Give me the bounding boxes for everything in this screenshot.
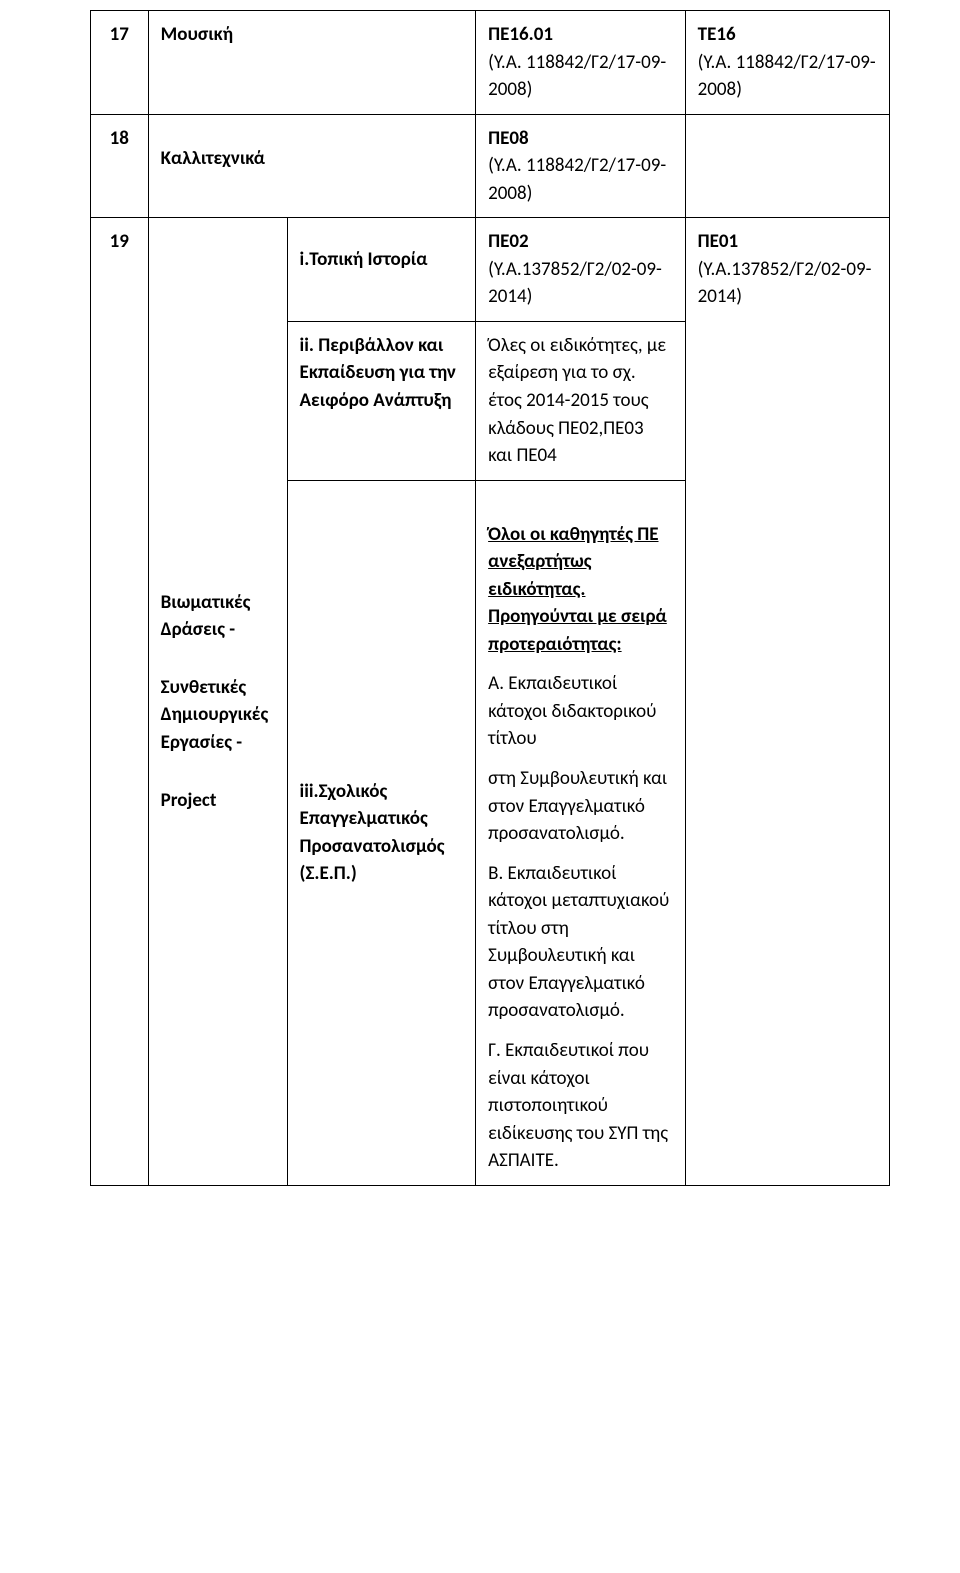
second-assignment-cell: ΠΕ01 (Υ.Α.137852/Γ2/02-09-2014) [685,218,889,1185]
priority-item: Α. Εκπαιδευτικοί κάτοχοι διδακτορικού τί… [488,670,673,753]
subject-line: Συνθετικές Δημιουργικές Εργασίες - [161,674,275,757]
code: ΤΕ16 [698,23,736,46]
subject-line: Βιωματικές Δράσεις - [161,589,275,644]
code: ΠΕ01 [698,230,739,253]
first-assignment-cell: ΠΕ16.01 (Υ.Α. 118842/Γ2/17-09-2008) [476,11,686,115]
code: ΠΕ08 [488,127,529,150]
row-num: 17 [91,11,149,115]
text: Όλες οι ειδικότητες, με εξαίρεση για το … [488,334,666,440]
row-num: 19 [91,218,149,1185]
ref: (Υ.Α.137852/Γ2/02-09-2014) [698,258,872,309]
subtopic-cell: i.Τοπική Ιστορία [287,218,476,322]
code: ΠΕ02 [488,230,529,253]
subject-cell: Βιωματικές Δράσεις - Συνθετικές Δημιουργ… [148,218,287,1185]
priority-item: Β. Εκπαιδευτικοί κάτοχοι μεταπτυχιακού τ… [488,860,673,1025]
priority-header: Όλοι οι καθηγητές ΠΕ ανεξαρτήτως ειδικότ… [488,521,673,659]
first-assignment-cell: ΠΕ08 (Υ.Α. 118842/Γ2/17-09-2008) [476,114,686,218]
first-assignment-cell: Όλοι οι καθηγητές ΠΕ ανεξαρτήτως ειδικότ… [476,480,686,1185]
subject-cell: Μουσική [148,11,476,115]
priority-item: στη Συμβουλευτική και στον Επαγγελματικό… [488,765,673,848]
ref: (Υ.Α. 118842/Γ2/17-09-2008) [698,51,876,102]
subject-line: Project [161,787,275,815]
first-assignment-cell: Όλες οι ειδικότητες, με εξαίρεση για το … [476,321,686,480]
second-assignment-cell [685,114,889,218]
ref: (Υ.Α. 118842/Γ2/17-09-2008) [488,154,666,205]
subject-cell: Καλλιτεχνικά [148,114,476,218]
ref: (Υ.Α. 118842/Γ2/17-09-2008) [488,51,666,102]
priority-item: Γ. Εκπαιδευτικοί που είναι κάτοχοι πιστο… [488,1037,673,1175]
subtopic-cell: ii. Περιβάλλον και Εκπαίδευση για την Αε… [287,321,476,480]
row-num: 18 [91,114,149,218]
ref: (Υ.Α.137852/Γ2/02-09-2014) [488,258,662,309]
main-table: 17 Μουσική ΠΕ16.01 (Υ.Α. 118842/Γ2/17-09… [90,10,890,1186]
first-assignment-cell: ΠΕ02 (Υ.Α.137852/Γ2/02-09-2014) [476,218,686,322]
second-assignment-cell: ΤΕ16 (Υ.Α. 118842/Γ2/17-09-2008) [685,11,889,115]
code: ΠΕ16.01 [488,23,553,46]
text: και ΠΕ04 [488,444,557,467]
subtopic-cell: iii.Σχολικός Επαγγελματικός Προσανατολισ… [287,480,476,1185]
